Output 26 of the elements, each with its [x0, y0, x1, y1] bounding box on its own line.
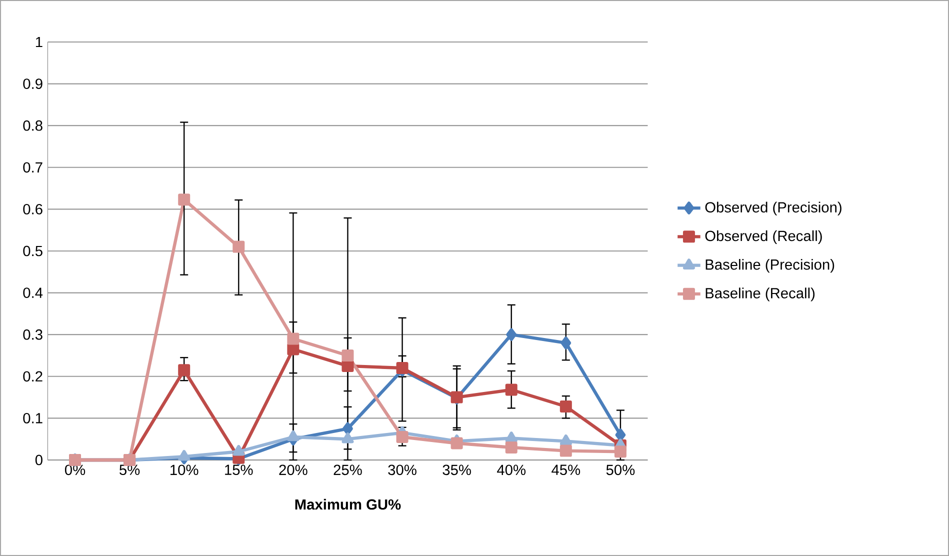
x-tick-label: 35% [442, 464, 471, 476]
y-tick-label: 0.4 [23, 288, 43, 298]
y-tick-label: 0.6 [23, 204, 42, 214]
x-tick-label: 10% [170, 464, 198, 476]
legend-label: Baseline (Precision) [706, 258, 834, 273]
y-tick-label: 0.5 [23, 246, 42, 256]
y-tick-label: 0.3 [23, 329, 42, 340]
x-axis-title: Maximum GU% [295, 498, 401, 510]
x-tick-label: 15% [225, 464, 253, 476]
x-tick-label: 0% [64, 464, 86, 476]
x-tick-label: 40% [497, 464, 526, 476]
y-tick-label: 0 [35, 454, 42, 466]
y-tick-label: 0.8 [23, 120, 42, 131]
x-tick-label: 50% [606, 464, 635, 476]
y-tick-label: 0.2 [23, 371, 42, 382]
x-tick-label: 45% [552, 464, 580, 476]
y-tick-label: 0.9 [23, 78, 42, 89]
x-tick-label: 20% [279, 464, 308, 476]
y-tick-label: 1 [36, 36, 42, 48]
legend-label: Observed (Precision) [705, 202, 842, 216]
legend-label: Baseline (Recall) [706, 288, 815, 302]
y-tick-label: 0.7 [23, 162, 42, 173]
x-tick-label: 30% [388, 464, 416, 476]
legend-label: Observed (Recall) [705, 230, 822, 244]
y-tick-label: 0.1 [23, 413, 42, 424]
x-tick-label: 25% [334, 464, 362, 476]
